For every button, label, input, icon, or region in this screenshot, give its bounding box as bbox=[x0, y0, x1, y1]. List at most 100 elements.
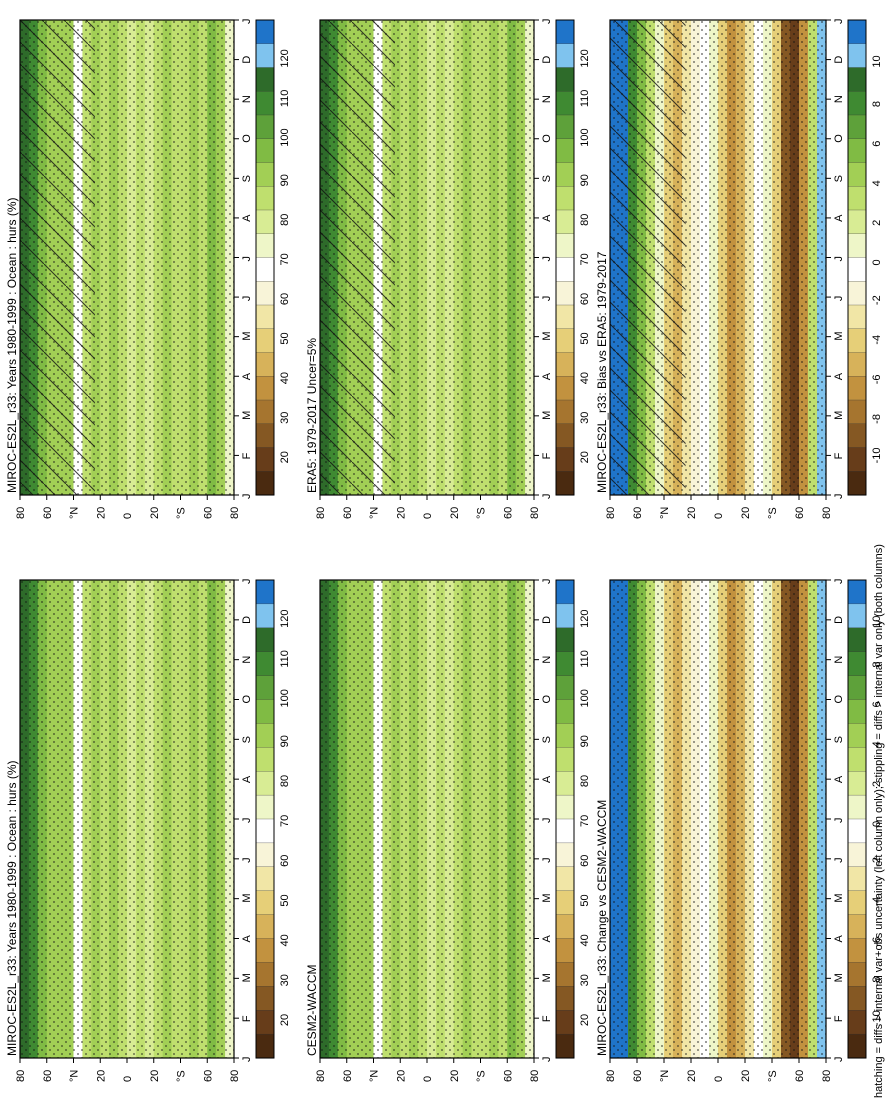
x-tick-label: M bbox=[241, 411, 253, 420]
colorbar-label: -4 bbox=[871, 335, 883, 345]
x-tick-label: J bbox=[833, 857, 845, 863]
colorbar-label: 0 bbox=[871, 821, 883, 827]
colorbar-label: 90 bbox=[279, 735, 291, 747]
colorbar-swatch bbox=[847, 471, 867, 496]
stippling bbox=[610, 580, 826, 1058]
colorbar-label: 10 bbox=[871, 55, 883, 67]
colorbar-label: 120 bbox=[579, 609, 591, 627]
x-tick-label: D bbox=[833, 616, 845, 624]
colorbar-swatch bbox=[255, 162, 275, 187]
y-tick-label: °N bbox=[369, 507, 381, 519]
x-tick-label: S bbox=[241, 736, 253, 743]
colorbar-frame bbox=[555, 579, 575, 1059]
colorbar-swatch bbox=[847, 914, 867, 940]
x-tick-label: M bbox=[833, 893, 845, 902]
colorbar-label: 20 bbox=[579, 451, 591, 463]
colorbar-swatch bbox=[847, 866, 867, 892]
colorbar-frame bbox=[847, 579, 867, 1059]
colorbar-label: 50 bbox=[579, 894, 591, 906]
x-tick-label: F bbox=[241, 452, 253, 459]
y-tick-label: 20 bbox=[686, 1070, 698, 1082]
colorbar-swatch bbox=[847, 376, 867, 401]
panel-title: MIROC-ES2L_r33: Years 1980-1999 : Ocean … bbox=[5, 198, 19, 493]
x-tick-label: N bbox=[241, 656, 253, 664]
x-tick-label: J bbox=[241, 494, 253, 500]
panel-title: MIROC-ES2L_r33: Bias vs ERA5: 1979-2017 bbox=[595, 251, 609, 493]
y-tick-label: 20 bbox=[686, 507, 698, 519]
colorbar-swatch bbox=[847, 138, 867, 164]
x-tick-label: J bbox=[541, 256, 553, 262]
colorbar-swatch bbox=[555, 186, 575, 211]
colorbar-label: -10 bbox=[871, 448, 883, 464]
x-tick-label: M bbox=[241, 973, 253, 982]
colorbar-swatch bbox=[847, 938, 867, 963]
colorbar-frame bbox=[555, 19, 575, 496]
colorbar-swatch bbox=[255, 986, 275, 1011]
colorbar-swatch bbox=[847, 986, 867, 1011]
y-tick-label: 80 bbox=[821, 507, 833, 519]
x-tick-label: M bbox=[541, 893, 553, 902]
colorbar-label: -6 bbox=[871, 937, 883, 947]
colorbar-label: 90 bbox=[579, 174, 591, 186]
colorbar-swatch bbox=[555, 699, 575, 724]
y-tick-label: 60 bbox=[632, 507, 644, 519]
colorbar-swatch bbox=[847, 91, 867, 116]
stippling bbox=[20, 580, 234, 1058]
colorbar-label: 90 bbox=[279, 174, 291, 186]
colorbar-frame bbox=[255, 579, 275, 1059]
x-tick-label: J bbox=[833, 1057, 845, 1063]
colorbar-label: 30 bbox=[279, 412, 291, 424]
colorbar-swatch bbox=[847, 352, 867, 377]
colorbar-swatch bbox=[555, 1010, 575, 1035]
colorbar-swatch bbox=[555, 447, 575, 472]
colorbar-swatch bbox=[847, 43, 867, 69]
colorbar-swatch bbox=[847, 890, 867, 916]
colorbar-swatch bbox=[255, 890, 275, 916]
x-tick-label: M bbox=[833, 331, 845, 340]
y-tick-label: °N bbox=[69, 507, 81, 519]
y-tick-label: 0 bbox=[122, 1076, 134, 1082]
x-tick-label: M bbox=[541, 411, 553, 420]
colorbar-swatch bbox=[255, 842, 275, 868]
x-tick-label: M bbox=[541, 973, 553, 982]
panel-title: ERA5: 1979-2017 Uncer=5% bbox=[305, 338, 319, 493]
x-tick-label: J bbox=[833, 579, 845, 585]
colorbar-label: 50 bbox=[579, 332, 591, 344]
colorbar-swatch bbox=[255, 19, 275, 45]
colorbar-label: 60 bbox=[579, 293, 591, 305]
x-tick-label: J bbox=[833, 818, 845, 824]
colorbar-label: 50 bbox=[279, 332, 291, 344]
x-tick-label: O bbox=[241, 134, 253, 143]
colorbar-label: 70 bbox=[579, 815, 591, 827]
colorbar-swatch bbox=[847, 818, 867, 844]
x-tick-label: F bbox=[241, 1015, 253, 1022]
x-tick-label: J bbox=[833, 256, 845, 262]
colorbar-swatch bbox=[255, 376, 275, 401]
x-tick-label: J bbox=[241, 857, 253, 863]
colorbar-swatch bbox=[555, 914, 575, 940]
colorbar-swatch bbox=[255, 67, 275, 92]
colorbar-label: 4 bbox=[871, 741, 883, 747]
x-tick-label: M bbox=[241, 331, 253, 340]
y-tick-label: 60 bbox=[202, 1070, 214, 1082]
colorbar-swatch bbox=[255, 328, 275, 354]
colorbar-swatch bbox=[555, 651, 575, 677]
colorbar-swatch bbox=[847, 209, 867, 235]
x-tick-label: F bbox=[541, 452, 553, 459]
colorbar-swatch bbox=[255, 186, 275, 211]
colorbar-swatch bbox=[555, 91, 575, 116]
colorbar-swatch bbox=[255, 818, 275, 844]
colorbar-swatch bbox=[847, 699, 867, 724]
y-tick-label: 80 bbox=[821, 1070, 833, 1082]
colorbar-swatch bbox=[847, 675, 867, 701]
colorbar-swatch bbox=[847, 771, 867, 796]
colorbar-swatch bbox=[847, 233, 867, 259]
chart-panel-2: J F M A M J J A S O N D J 80 60 °N 20 0 20 °S 60 80 MIROC-ES2L… bbox=[5, 579, 291, 1083]
y-tick-label: 20 bbox=[740, 507, 752, 519]
panel-title: MIROC-ES2L_r33: Change vs CESM2-WACCM bbox=[595, 800, 609, 1056]
colorbar-swatch bbox=[555, 304, 575, 330]
colorbar-swatch bbox=[555, 257, 575, 282]
colorbar-swatch bbox=[555, 352, 575, 377]
x-tick-label: A bbox=[833, 775, 845, 783]
